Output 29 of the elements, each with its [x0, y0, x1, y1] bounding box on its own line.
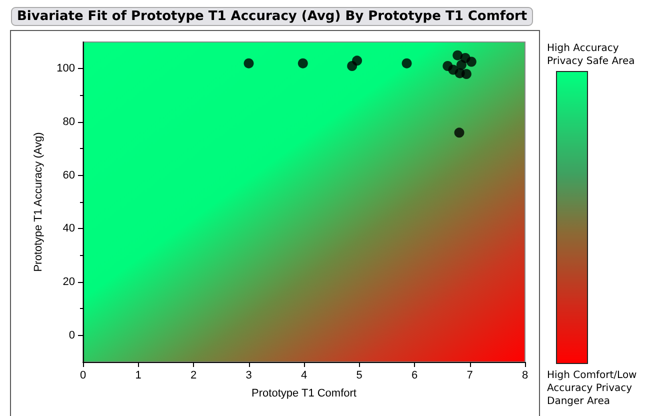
x-tick-label: 0	[80, 370, 86, 382]
point	[352, 56, 362, 66]
x-tick-label: 1	[135, 370, 142, 382]
x-tick-label: 6	[411, 370, 418, 382]
y-tick-label: 60	[62, 169, 75, 182]
x-tick-label: 4	[300, 370, 308, 382]
y-tick-label: 80	[62, 116, 75, 128]
y-tick-label: 0	[68, 329, 75, 342]
point	[454, 128, 464, 138]
point	[402, 58, 412, 68]
x-tick-label: 8	[522, 370, 528, 382]
point	[452, 50, 463, 60]
point	[244, 58, 254, 68]
x-tick-label: 2	[190, 370, 197, 382]
point	[298, 58, 308, 68]
text: High Comfort/Low Accuracy Privacy Danger Area	[547, 369, 638, 408]
text: High Accuracy Privacy Safe Area	[547, 42, 636, 68]
y-tick-label: 100	[56, 62, 75, 75]
x-tick-label: 3	[246, 370, 252, 382]
y-axis-title: Prototype T1 Accuracy (Avg)	[32, 132, 44, 272]
x-axis-title: Prototype T1 Comfort	[252, 388, 356, 400]
point	[466, 56, 476, 67]
point	[456, 60, 466, 70]
point	[454, 68, 465, 78]
y-tick-label: 20	[62, 276, 75, 288]
y-tick-label: 40	[62, 222, 75, 235]
chart-title: Bivariate Fit of Prototype T1 Accuracy (Avg) By Prototype T1 Comfort	[17, 9, 528, 24]
x-tick-label: 5	[356, 370, 362, 382]
x-tick-label: 7	[466, 370, 473, 382]
